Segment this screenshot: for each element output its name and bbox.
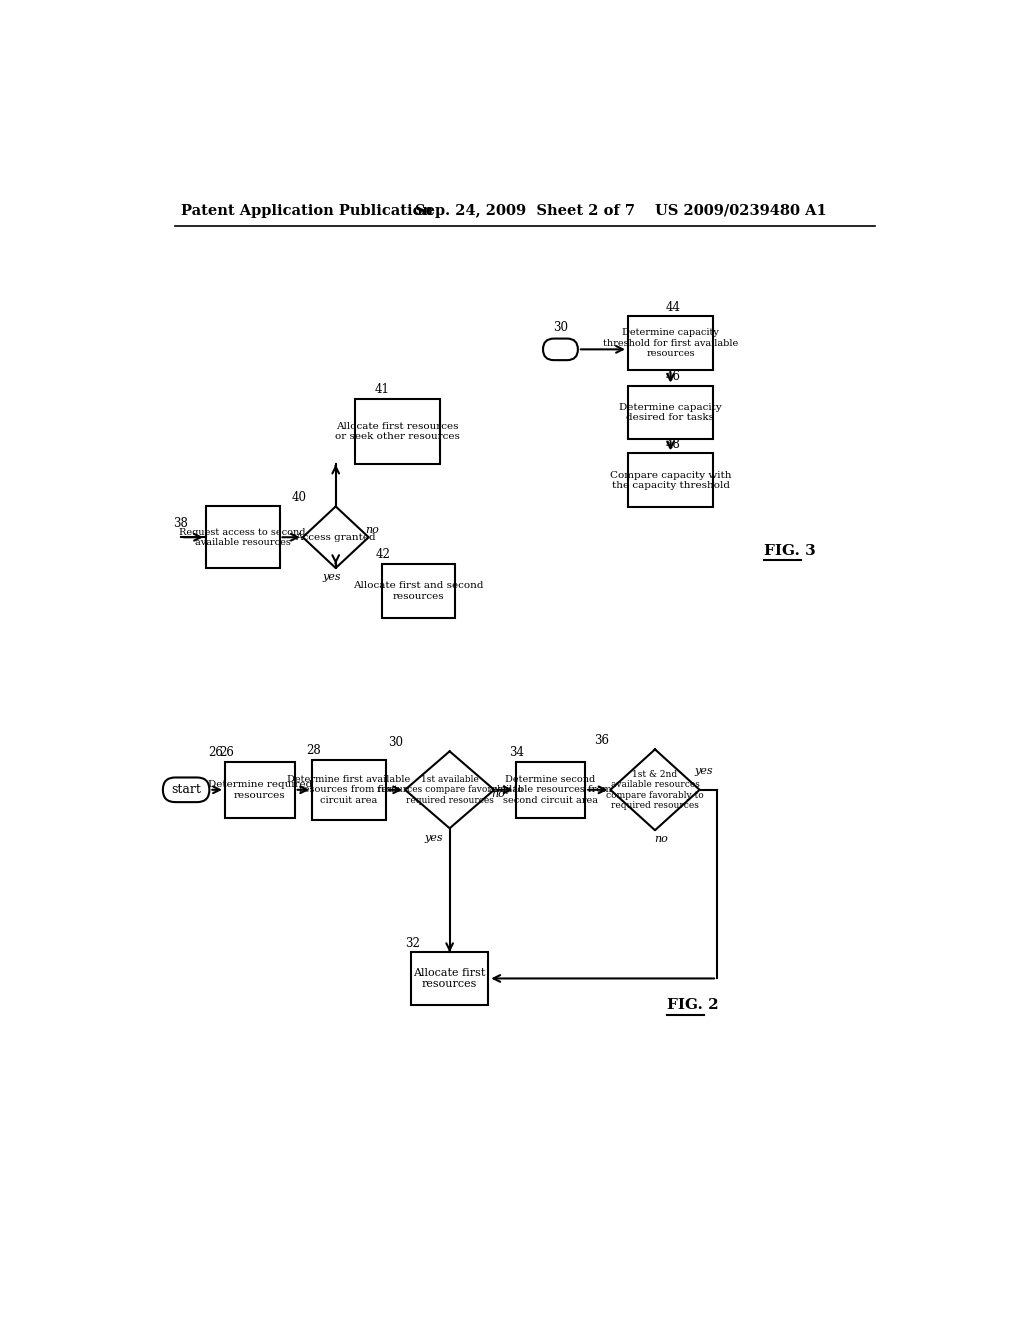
Bar <box>225 762 295 817</box>
Text: 42: 42 <box>376 548 391 561</box>
Text: 36: 36 <box>594 734 609 747</box>
Bar <box>355 399 440 465</box>
Bar <box>628 453 713 507</box>
Text: Request access to second
available resources: Request access to second available resou… <box>179 528 306 546</box>
Text: Allocate first and second
resources: Allocate first and second resources <box>353 581 484 601</box>
Text: Determine required
resources: Determine required resources <box>208 780 312 800</box>
Text: 32: 32 <box>404 936 420 949</box>
Text: 44: 44 <box>666 301 680 314</box>
Text: Sep. 24, 2009  Sheet 2 of 7: Sep. 24, 2009 Sheet 2 of 7 <box>415 203 635 218</box>
Text: 1st & 2nd
available resources
compare favorably to
required resources: 1st & 2nd available resources compare fa… <box>606 770 703 810</box>
Text: 46: 46 <box>666 370 680 383</box>
Text: 1st available
resources compare favorably to
required resources: 1st available resources compare favorabl… <box>377 775 522 805</box>
Bar <box>382 564 456 618</box>
Text: 28: 28 <box>306 744 321 758</box>
Text: FIG. 3: FIG. 3 <box>764 544 815 558</box>
Text: 34: 34 <box>510 746 524 759</box>
Text: Allocate first resources
or seek other resources: Allocate first resources or seek other r… <box>335 422 460 441</box>
Text: 26: 26 <box>209 746 223 759</box>
Text: Determine capacity
desired for tasks: Determine capacity desired for tasks <box>620 403 722 422</box>
Text: 40: 40 <box>292 491 306 504</box>
Text: no: no <box>654 834 668 845</box>
Text: 26: 26 <box>219 746 233 759</box>
Bar <box>628 317 713 370</box>
Text: yes: yes <box>694 766 713 776</box>
Text: FIG. 2: FIG. 2 <box>667 998 718 1012</box>
Text: Compare capacity with
the capacity threshold: Compare capacity with the capacity thres… <box>609 470 731 490</box>
Text: 41: 41 <box>375 383 390 396</box>
Text: start: start <box>171 783 201 796</box>
Bar <box>206 507 280 568</box>
Text: 38: 38 <box>173 517 188 529</box>
Text: US 2009/0239480 A1: US 2009/0239480 A1 <box>655 203 826 218</box>
Bar <box>411 952 488 1005</box>
Text: 48: 48 <box>666 437 680 450</box>
Bar <box>312 760 386 820</box>
Text: Determine first available
resources from first
circuit area: Determine first available resources from… <box>288 775 411 805</box>
Text: Allocate first
resources: Allocate first resources <box>414 968 485 989</box>
Bar <box>628 385 713 440</box>
Text: 30: 30 <box>553 321 568 334</box>
Text: Access granted: Access granted <box>295 533 376 541</box>
Text: yes: yes <box>323 573 341 582</box>
Bar <box>515 762 586 817</box>
Text: no: no <box>492 788 505 799</box>
Text: Patent Application Publication: Patent Application Publication <box>180 203 433 218</box>
Text: Determine capacity
threshold for first available
resources: Determine capacity threshold for first a… <box>603 329 738 358</box>
Text: yes: yes <box>425 833 443 842</box>
Text: no: no <box>366 524 380 535</box>
Text: Determine second
available resources from
second circuit area: Determine second available resources fro… <box>489 775 611 805</box>
Text: 30: 30 <box>388 735 403 748</box>
